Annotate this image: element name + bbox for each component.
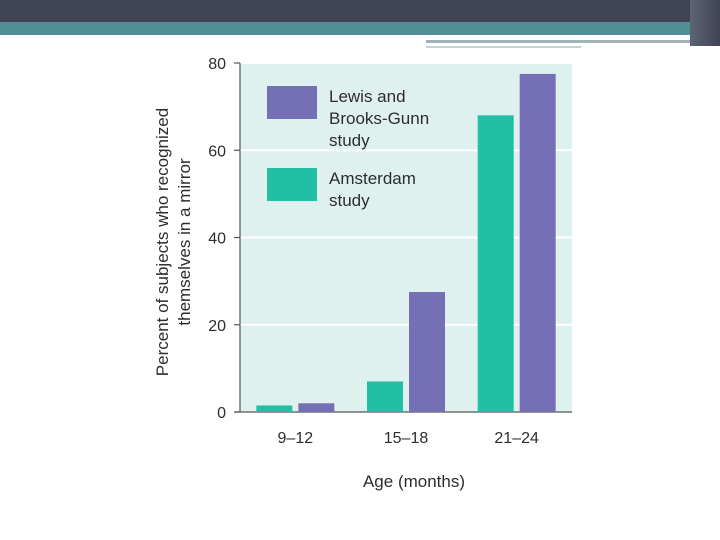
y-tick-label: 20 xyxy=(208,318,226,335)
legend-swatch xyxy=(267,168,317,201)
gridlines xyxy=(240,62,572,326)
bar-lewis-brooks-gunn-2 xyxy=(519,73,556,412)
y-tick-label: 40 xyxy=(208,231,226,248)
slide-header-rule xyxy=(426,40,696,43)
bar-lewis-brooks-gunn-1 xyxy=(409,292,445,412)
legend-label: Amsterdam xyxy=(329,169,416,188)
legend-label: study xyxy=(329,131,370,150)
legend: Lewis and Brooks-Gunn study Amsterdam study xyxy=(267,86,429,210)
legend-swatch xyxy=(267,86,317,119)
bar-amsterdam-0 xyxy=(256,405,293,412)
bar-amsterdam-2 xyxy=(477,115,514,412)
legend-label: Brooks-Gunn xyxy=(329,109,429,128)
legend-label: study xyxy=(329,191,370,210)
slide-header-bar xyxy=(0,0,720,22)
x-axis-label: Age (months) xyxy=(363,472,465,491)
slide-header-rule-short xyxy=(426,46,581,48)
bar-lewis-brooks-gunn-0 xyxy=(298,403,335,412)
y-tick-label: 60 xyxy=(208,143,226,160)
y-axis-label-line-2: themselves in a mirror xyxy=(175,158,194,326)
y-tick-label: 0 xyxy=(217,405,226,422)
bars xyxy=(256,73,556,412)
slide-header-corner xyxy=(690,0,720,46)
y-axis-ticks: 0 20 40 60 80 xyxy=(208,56,240,422)
bar-amsterdam-1 xyxy=(367,381,403,412)
x-tick-label: 9–12 xyxy=(278,430,314,447)
y-axis-label-line-1: Percent of subjects who recognized xyxy=(153,108,172,376)
x-tick-label: 21–24 xyxy=(494,430,539,447)
x-tick-label: 15–18 xyxy=(384,430,429,447)
x-axis-ticks: 9–12 15–18 21–24 xyxy=(278,430,539,447)
y-tick-label: 80 xyxy=(208,56,226,73)
slide-header-accent-bar xyxy=(0,22,720,35)
legend-label: Lewis and xyxy=(329,87,406,106)
